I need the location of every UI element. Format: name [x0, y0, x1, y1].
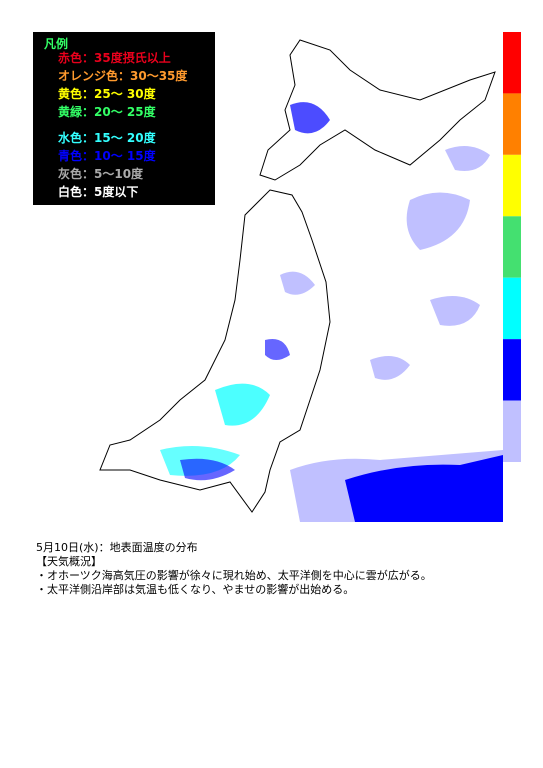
legend-item: 白色：5度以下: [58, 184, 138, 199]
legend-item: 灰色：5～10度: [58, 166, 144, 181]
scale-segment: [503, 32, 521, 94]
color-scale: [503, 32, 521, 462]
land: [99, 39, 496, 513]
honshu: [99, 189, 331, 513]
legend-item: オレンジ色：30～35度: [58, 68, 188, 83]
land-clouds: [160, 102, 330, 481]
caption-line: ・オホーツク海高気圧の影響が徐々に現れ始め、太平洋側を中心に雲が広がる。: [36, 569, 432, 582]
legend-item: 黄緑：20～ 25度: [58, 104, 157, 119]
scale-segment: [503, 93, 521, 155]
scale-segment: [503, 400, 521, 462]
scale-segment: [503, 277, 521, 340]
legend-item: 水色：15～ 20度: [58, 130, 157, 145]
caption: 5月10日(水)：地表面温度の分布 【天気概況】 ・オホーツク海高気圧の影響が徐…: [36, 541, 432, 597]
legend-item: 青色：10～ 15度: [58, 148, 157, 163]
legend-item: 黄色：25～ 30度: [58, 86, 157, 101]
scale-segment: [503, 154, 521, 217]
legend-box: [33, 32, 215, 205]
caption-heading: 【天気概況】: [36, 555, 102, 568]
scale-segment: [503, 339, 521, 401]
caption-line: ・太平洋側沿岸部は気温も低くなり、やませの影響が出始める。: [36, 583, 355, 596]
hokkaido: [259, 39, 496, 181]
caption-title: 5月10日(水)：地表面温度の分布: [36, 541, 198, 554]
ocean-clouds: [290, 146, 503, 522]
scale-segment: [503, 216, 521, 278]
legend-item: 赤色：35度摂氏以上: [58, 50, 171, 65]
legend-title: 凡例: [44, 36, 68, 51]
